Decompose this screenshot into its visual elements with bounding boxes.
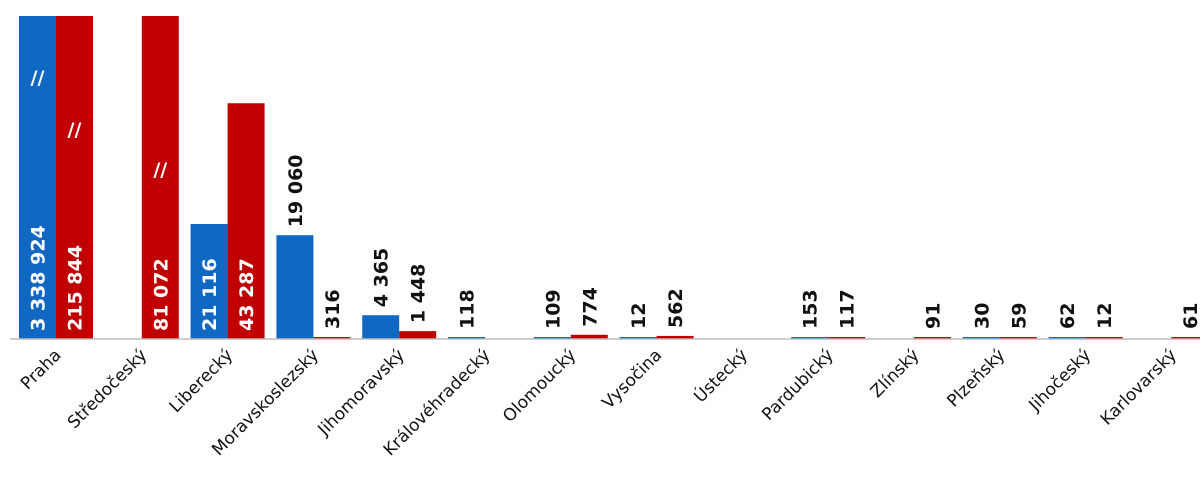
category-label: Středočeský xyxy=(64,345,151,432)
bar-red-11 xyxy=(999,337,1037,339)
category-label: Jihočeský xyxy=(1025,345,1096,416)
value-label: 12 xyxy=(1094,303,1116,329)
value-label: 117 xyxy=(837,289,859,329)
value-label: 215 844 xyxy=(65,245,87,331)
value-label: 81 072 xyxy=(150,258,172,331)
value-label: 43 287 xyxy=(236,258,258,331)
value-label: 91 xyxy=(923,303,945,329)
bar-blue-9 xyxy=(791,337,829,339)
bar-red-6 xyxy=(570,334,608,339)
bar-red-1 xyxy=(141,16,179,339)
bar-blue-5 xyxy=(448,337,485,339)
bar-red-12 xyxy=(1085,337,1123,339)
category-label: Olomoucký xyxy=(499,345,580,426)
category-label: Jihomoravský xyxy=(314,345,409,440)
bar-red-9 xyxy=(828,337,866,339)
value-label: 3 338 924 xyxy=(28,225,50,331)
bar-blue-3 xyxy=(276,235,314,339)
axis-break-marker: // xyxy=(68,119,82,141)
bar-red-7 xyxy=(656,335,694,339)
bar-blue-2 xyxy=(190,224,228,339)
value-label: 316 xyxy=(322,289,344,329)
bar-blue-4 xyxy=(362,315,400,339)
value-label: 4 365 xyxy=(371,248,393,308)
value-label: 30 xyxy=(971,303,993,329)
category-label: Plzeňský xyxy=(943,345,1009,411)
value-label: 1 448 xyxy=(408,264,430,324)
category-label: Zlínský xyxy=(867,345,924,402)
value-label: 109 xyxy=(542,289,564,329)
bar-red-3 xyxy=(313,337,351,339)
value-label: 118 xyxy=(457,289,479,329)
bar-blue-0 xyxy=(19,16,56,339)
bar-red-13 xyxy=(1171,337,1200,339)
category-label: Liberecký xyxy=(166,345,238,417)
bar-red-2 xyxy=(227,103,265,339)
value-label: 62 xyxy=(1057,303,1079,329)
value-label: 153 xyxy=(800,289,822,329)
value-label: 19 060 xyxy=(285,154,307,227)
bars-layer: // // // xyxy=(19,16,1200,339)
value-label: 61 xyxy=(1180,303,1200,329)
axis-break-marker: // xyxy=(153,159,167,181)
bar-blue-12 xyxy=(1048,337,1086,339)
category-label: Vysočina xyxy=(598,345,666,413)
bar-blue-11 xyxy=(962,337,1000,339)
bar-red-0 xyxy=(56,16,93,339)
bar-red-10 xyxy=(914,337,951,339)
category-label: Praha xyxy=(17,345,65,393)
axis-break-marker: // xyxy=(31,67,45,89)
value-label: 774 xyxy=(579,287,601,327)
category-label: Karlovarský xyxy=(1097,345,1181,429)
value-label: 21 116 xyxy=(199,258,221,331)
category-label: Ústecký xyxy=(689,344,752,407)
value-labels-layer: 3 338 924 215 844 81 072 21 116 43 287 19 060… xyxy=(28,154,1200,331)
bar-red-4 xyxy=(399,331,437,339)
value-label: 562 xyxy=(665,288,687,328)
category-label: Pardubický xyxy=(758,345,837,424)
value-label: 59 xyxy=(1008,303,1030,329)
bar-blue-7 xyxy=(619,337,657,339)
bar-blue-6 xyxy=(533,337,571,339)
value-label: 12 xyxy=(628,303,650,329)
